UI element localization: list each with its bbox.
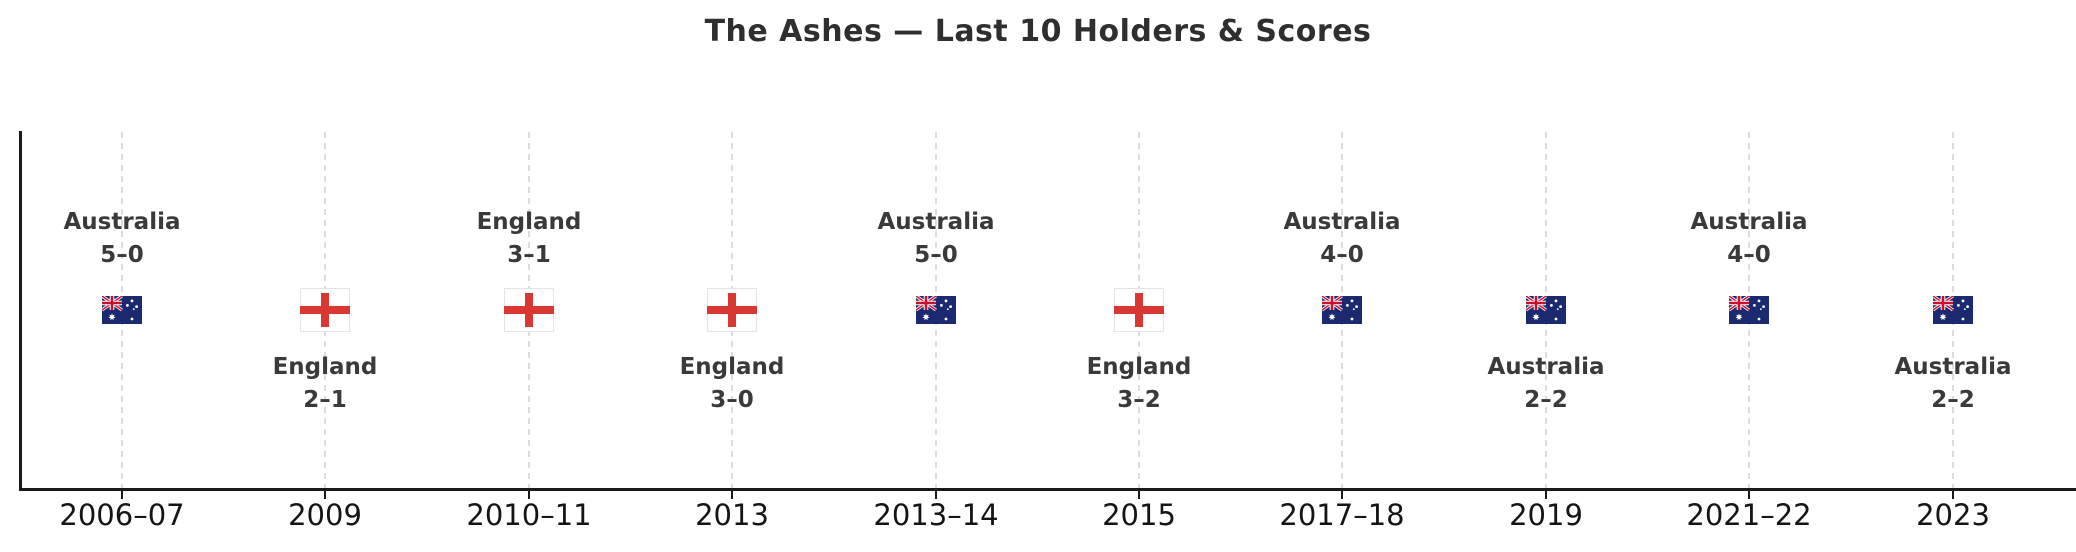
- holder-label: Australia 5–0: [0, 206, 272, 272]
- holder-name: Australia: [1690, 209, 1808, 235]
- australia-flag-icon: [1729, 296, 1769, 324]
- holder-score: 5–0: [100, 242, 144, 268]
- england-flag-icon: [707, 288, 757, 332]
- holder-score: 3–1: [507, 242, 551, 268]
- australia-flag-icon: [1322, 296, 1362, 324]
- axis-tick: [1138, 491, 1140, 499]
- england-flag-icon: [300, 288, 350, 332]
- holder-label: England 3–0: [582, 351, 882, 417]
- holder-label: England 3–1: [379, 206, 679, 272]
- holder-label: Australia 4–0: [1599, 206, 1899, 272]
- y-axis-line: [19, 131, 22, 491]
- holder-name: England: [476, 209, 582, 235]
- holder-score: 5–0: [914, 242, 958, 268]
- x-tick-label: 2013–14: [873, 498, 999, 532]
- chart-title: The Ashes — Last 10 Holders & Scores: [704, 14, 1372, 49]
- holder-label: England 3–2: [989, 351, 1289, 417]
- holder-name: Australia: [1283, 209, 1401, 235]
- axis-tick: [324, 491, 326, 499]
- holder-label: Australia 2–2: [1396, 351, 1696, 417]
- australia-flag-icon: [1933, 296, 1973, 324]
- australia-flag-icon: [102, 296, 142, 324]
- holder-score: 4–0: [1320, 242, 1364, 268]
- holder-score: 2–2: [1524, 387, 1568, 413]
- holder-name: England: [679, 354, 785, 380]
- axis-tick: [528, 491, 530, 499]
- x-tick-label: 2006–07: [59, 498, 185, 532]
- axis-tick: [1341, 491, 1343, 499]
- x-axis-line: [19, 488, 2076, 491]
- holder-name: Australia: [1487, 354, 1605, 380]
- x-tick-label: 2019: [1509, 498, 1583, 532]
- axis-tick: [121, 491, 123, 499]
- x-tick-label: 2023: [1916, 498, 1990, 532]
- x-tick-label: 2021–22: [1686, 498, 1812, 532]
- axis-tick: [1952, 491, 1954, 499]
- axis-tick: [935, 491, 937, 499]
- england-flag-icon: [1114, 288, 1164, 332]
- holder-label: Australia 5–0: [786, 206, 1086, 272]
- australia-flag-icon: [916, 296, 956, 324]
- holder-score: 4–0: [1727, 242, 1771, 268]
- holder-label: Australia 2–2: [1803, 351, 2076, 417]
- axis-tick: [1748, 491, 1750, 499]
- x-tick-label: 2009: [288, 498, 362, 532]
- holder-score: 2–1: [303, 387, 347, 413]
- x-tick-label: 2010–11: [466, 498, 592, 532]
- x-tick-label: 2013: [695, 498, 769, 532]
- holder-name: England: [1086, 354, 1192, 380]
- holder-name: Australia: [877, 209, 995, 235]
- holder-name: Australia: [1894, 354, 2012, 380]
- holder-score: 3–2: [1117, 387, 1161, 413]
- australia-flag-icon: [1526, 296, 1566, 324]
- axis-tick: [731, 491, 733, 499]
- axis-tick: [1545, 491, 1547, 499]
- holder-name: Australia: [63, 209, 181, 235]
- holder-score: 3–0: [710, 387, 754, 413]
- holder-name: England: [272, 354, 378, 380]
- x-tick-label: 2015: [1102, 498, 1176, 532]
- england-flag-icon: [504, 288, 554, 332]
- holder-score: 2–2: [1931, 387, 1975, 413]
- holder-label: England 2–1: [175, 351, 475, 417]
- holder-label: Australia 4–0: [1192, 206, 1492, 272]
- x-tick-label: 2017–18: [1279, 498, 1405, 532]
